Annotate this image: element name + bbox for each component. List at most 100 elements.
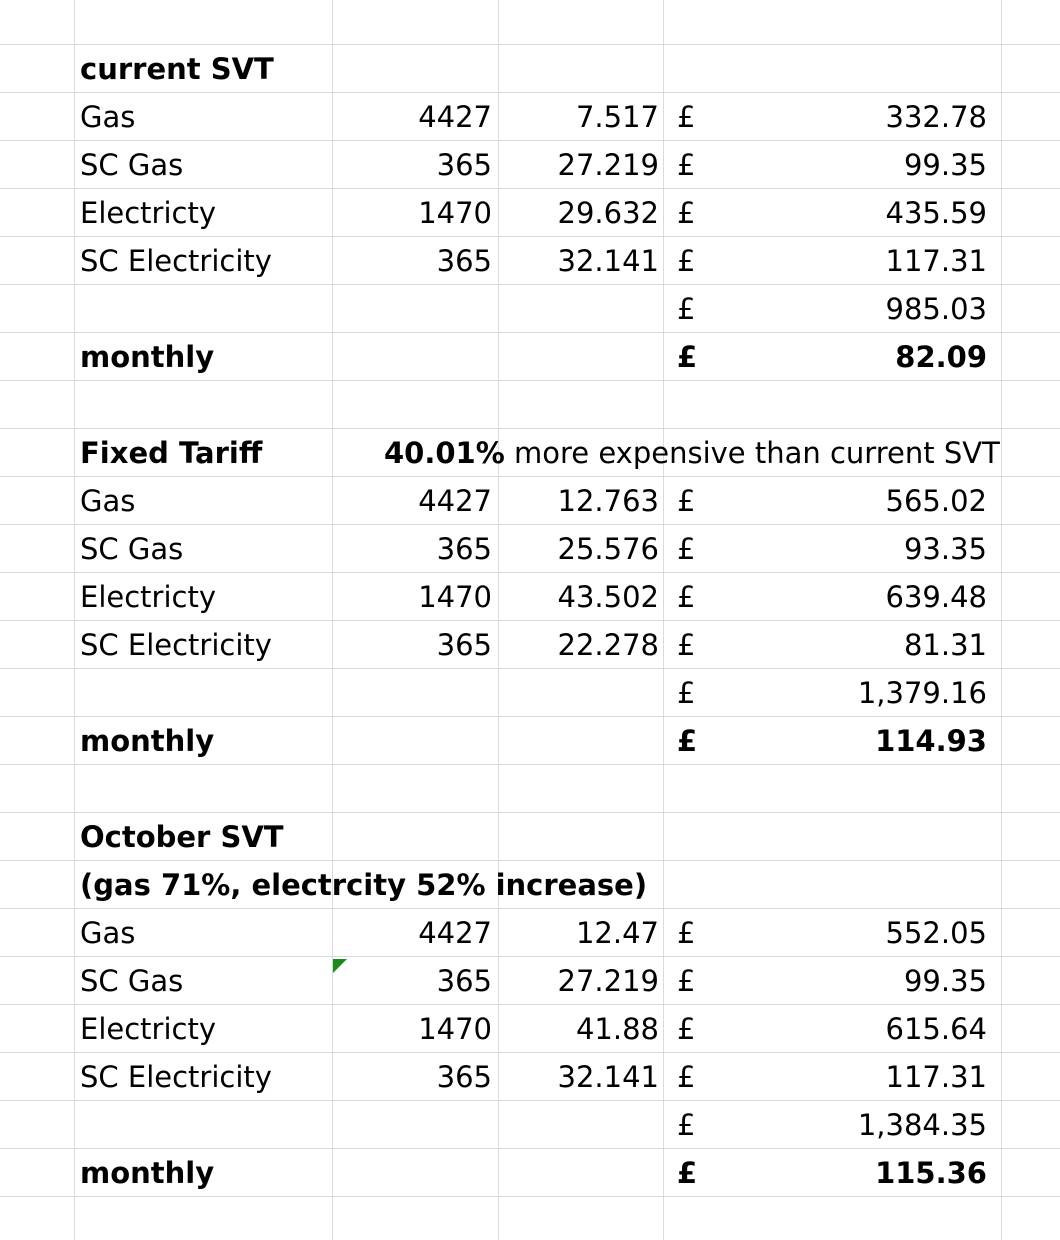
row-rate[interactable]: 32.141 — [557, 1060, 659, 1094]
section-title-fixed-tariff[interactable]: Fixed Tariff — [80, 436, 263, 470]
row-amount: 117.31 — [885, 244, 987, 278]
row-qty[interactable]: 4427 — [418, 100, 492, 134]
row-qty[interactable]: 365 — [436, 628, 492, 662]
monthly-label[interactable]: monthly — [80, 340, 215, 374]
row-rate[interactable]: 12.763 — [557, 484, 659, 518]
table-row[interactable]: Gas 4427 12.763 £ 565.02 — [0, 476, 1060, 524]
monthly-amount-cell[interactable]: £ 114.93 — [663, 717, 1001, 765]
row-label[interactable]: Gas — [80, 100, 136, 134]
table-row[interactable]: SC Gas 365 25.576 £ 93.35 — [0, 524, 1060, 572]
empty-row[interactable] — [0, 764, 1060, 812]
row-qty[interactable]: 365 — [436, 244, 492, 278]
section-title-october-svt[interactable]: October SVT — [80, 820, 284, 854]
row-qty[interactable]: 1470 — [418, 1012, 492, 1046]
comment-indicator-icon[interactable] — [333, 959, 347, 973]
row-label[interactable]: SC Electricity — [80, 244, 272, 278]
row-amount-cell[interactable]: £ 332.78 — [663, 93, 1001, 141]
row-amount-cell[interactable]: £ 81.31 — [663, 621, 1001, 669]
currency-symbol: £ — [677, 244, 696, 278]
row-label[interactable]: Electricty — [80, 196, 216, 230]
row-amount-cell[interactable]: £ 552.05 — [663, 909, 1001, 957]
table-row[interactable]: Electricty 1470 41.88 £ 615.64 — [0, 1004, 1060, 1052]
row-qty[interactable]: 365 — [436, 532, 492, 566]
currency-symbol: £ — [677, 292, 696, 326]
row-rate[interactable]: 27.219 — [557, 964, 659, 998]
row-amount-cell[interactable]: £ 99.35 — [663, 141, 1001, 189]
row-qty[interactable]: 365 — [436, 148, 492, 182]
row-amount: 93.35 — [903, 532, 987, 566]
row-amount-cell[interactable]: £ 93.35 — [663, 525, 1001, 573]
row-rate[interactable]: 27.219 — [557, 148, 659, 182]
row-amount-cell[interactable]: £ 117.31 — [663, 237, 1001, 285]
total-amount-cell[interactable]: £ 985.03 — [663, 285, 1001, 333]
monthly-amount-cell[interactable]: £ 115.36 — [663, 1149, 1001, 1197]
row-label[interactable]: SC Gas — [80, 532, 184, 566]
row-rate[interactable]: 43.502 — [557, 580, 659, 614]
monthly-row[interactable]: monthly £ 114.93 — [0, 716, 1060, 764]
section-title-row[interactable]: Fixed Tariff 40.01% more expensive than … — [0, 428, 1060, 476]
monthly-label[interactable]: monthly — [80, 1156, 215, 1190]
row-qty[interactable]: 365 — [436, 964, 492, 998]
monthly-row[interactable]: monthly £ 82.09 — [0, 332, 1060, 380]
row-amount-cell[interactable]: £ 565.02 — [663, 477, 1001, 525]
monthly-amount-cell[interactable]: £ 82.09 — [663, 333, 1001, 381]
row-label[interactable]: Gas — [80, 484, 136, 518]
row-label[interactable]: SC Gas — [80, 964, 184, 998]
row-label[interactable]: SC Gas — [80, 148, 184, 182]
row-rate[interactable]: 22.278 — [557, 628, 659, 662]
monthly-label[interactable]: monthly — [80, 724, 215, 758]
row-amount-cell[interactable]: £ 117.31 — [663, 1053, 1001, 1101]
row-rate[interactable]: 29.632 — [557, 196, 659, 230]
empty-row[interactable] — [0, 380, 1060, 428]
table-row[interactable]: SC Gas 365 27.219 £ 99.35 — [0, 956, 1060, 1004]
row-label[interactable]: Electricty — [80, 580, 216, 614]
table-row[interactable]: Gas 4427 7.517 £ 332.78 — [0, 92, 1060, 140]
row-qty[interactable]: 1470 — [418, 580, 492, 614]
row-rate[interactable]: 7.517 — [575, 100, 659, 134]
row-amount-cell[interactable]: £ 99.35 — [663, 957, 1001, 1005]
total-amount-cell[interactable]: £ 1,379.16 — [663, 669, 1001, 717]
row-rate[interactable]: 41.88 — [575, 1012, 659, 1046]
row-rate[interactable]: 32.141 — [557, 244, 659, 278]
section-subtitle-row[interactable]: (gas 71%, electrcity 52% increase) — [0, 860, 1060, 908]
table-row[interactable]: Electricty 1470 29.632 £ 435.59 — [0, 188, 1060, 236]
row-label[interactable]: Gas — [80, 916, 136, 950]
row-qty[interactable]: 4427 — [418, 916, 492, 950]
row-amount: 565.02 — [885, 484, 987, 518]
row-qty[interactable]: 365 — [436, 1060, 492, 1094]
table-row[interactable]: SC Electricity 365 32.141 £ 117.31 — [0, 1052, 1060, 1100]
total-row[interactable]: £ 985.03 — [0, 284, 1060, 332]
row-qty[interactable]: 4427 — [418, 484, 492, 518]
row-label[interactable]: SC Electricity — [80, 1060, 272, 1094]
row-rate[interactable]: 25.576 — [557, 532, 659, 566]
comparison-note[interactable]: 40.01% more expensive than current SVT — [384, 429, 1000, 477]
total-row[interactable]: £ 1,384.35 — [0, 1100, 1060, 1148]
total-amount: 1,384.35 — [857, 1108, 987, 1142]
table-row[interactable]: SC Gas 365 27.219 £ 99.35 — [0, 140, 1060, 188]
row-amount: 117.31 — [885, 1060, 987, 1094]
row-label[interactable]: Electricty — [80, 1012, 216, 1046]
section-subtitle[interactable]: (gas 71%, electrcity 52% increase) — [80, 868, 648, 902]
row-qty[interactable]: 1470 — [418, 196, 492, 230]
total-amount-cell[interactable]: £ 1,384.35 — [663, 1101, 1001, 1149]
table-row[interactable]: SC Electricity 365 22.278 £ 81.31 — [0, 620, 1060, 668]
row-rate[interactable]: 12.47 — [575, 916, 659, 950]
section-title-current-svt[interactable]: current SVT — [80, 52, 274, 86]
section-title-row[interactable]: October SVT — [0, 812, 1060, 860]
row-amount: 615.64 — [885, 1012, 987, 1046]
total-row[interactable]: £ 1,379.16 — [0, 668, 1060, 716]
monthly-row[interactable]: monthly £ 115.36 — [0, 1148, 1060, 1196]
table-row[interactable]: Gas 4427 12.47 £ 552.05 — [0, 908, 1060, 956]
section-title-row[interactable]: current SVT — [0, 44, 1060, 92]
empty-row[interactable] — [0, 0, 1060, 44]
comparison-text: more expensive than current SVT — [514, 436, 1000, 470]
row-amount-cell[interactable]: £ 435.59 — [663, 189, 1001, 237]
row-label[interactable]: SC Electricity — [80, 628, 272, 662]
row-amount-cell[interactable]: £ 615.64 — [663, 1005, 1001, 1053]
row-amount-cell[interactable]: £ 639.48 — [663, 573, 1001, 621]
row-amount: 639.48 — [885, 580, 987, 614]
table-row[interactable]: Electricty 1470 43.502 £ 639.48 — [0, 572, 1060, 620]
table-row[interactable]: SC Electricity 365 32.141 £ 117.31 — [0, 236, 1060, 284]
empty-row[interactable] — [0, 1196, 1060, 1240]
